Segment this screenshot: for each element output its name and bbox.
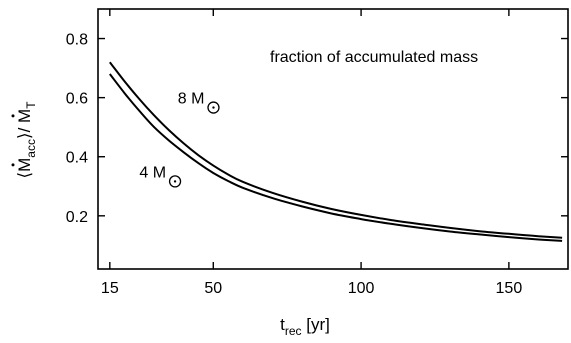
x-axis-label: trec [yr]: [280, 315, 330, 338]
sun-symbol-dot: [173, 180, 177, 183]
x-tick-label: 150: [496, 280, 523, 297]
y-tick-label: 0.6: [66, 91, 88, 108]
series-label-0: 8 M: [178, 91, 205, 108]
series-labels: 8 M 4 M: [139, 91, 220, 188]
y-tick-label: 0.8: [66, 32, 88, 49]
series-line-0: [109, 61, 563, 239]
series-lines: [109, 61, 563, 242]
x-tick-label: 100: [348, 280, 375, 297]
x-tick-label: 50: [204, 280, 222, 297]
rate-dot-accent: [11, 163, 15, 167]
series-line-1: [109, 73, 563, 242]
x-tick-label: 15: [101, 280, 119, 297]
y-tick-label: 0.2: [66, 209, 88, 226]
annotation-text: fraction of accumulated mass: [270, 49, 478, 66]
y-axis-ticks: 0.2 0.4 0.6 0.8: [66, 32, 568, 226]
series-label-1: 4 M: [139, 164, 166, 181]
svg-text:⟨Macc⟩/ MT: ⟨Macc⟩/ MT: [15, 101, 38, 179]
sun-symbol-icon: [207, 101, 220, 114]
plot-frame: [97, 8, 569, 270]
sun-symbol-icon: [168, 175, 182, 188]
x-axis-ticks: 15 50 100 150: [101, 9, 522, 297]
y-tick-label: 0.4: [66, 150, 88, 167]
y-axis-label: ⟨Macc⟩/ MT: [11, 101, 38, 179]
sun-symbol-dot: [212, 106, 215, 109]
rate-dot-accent: [11, 114, 15, 118]
